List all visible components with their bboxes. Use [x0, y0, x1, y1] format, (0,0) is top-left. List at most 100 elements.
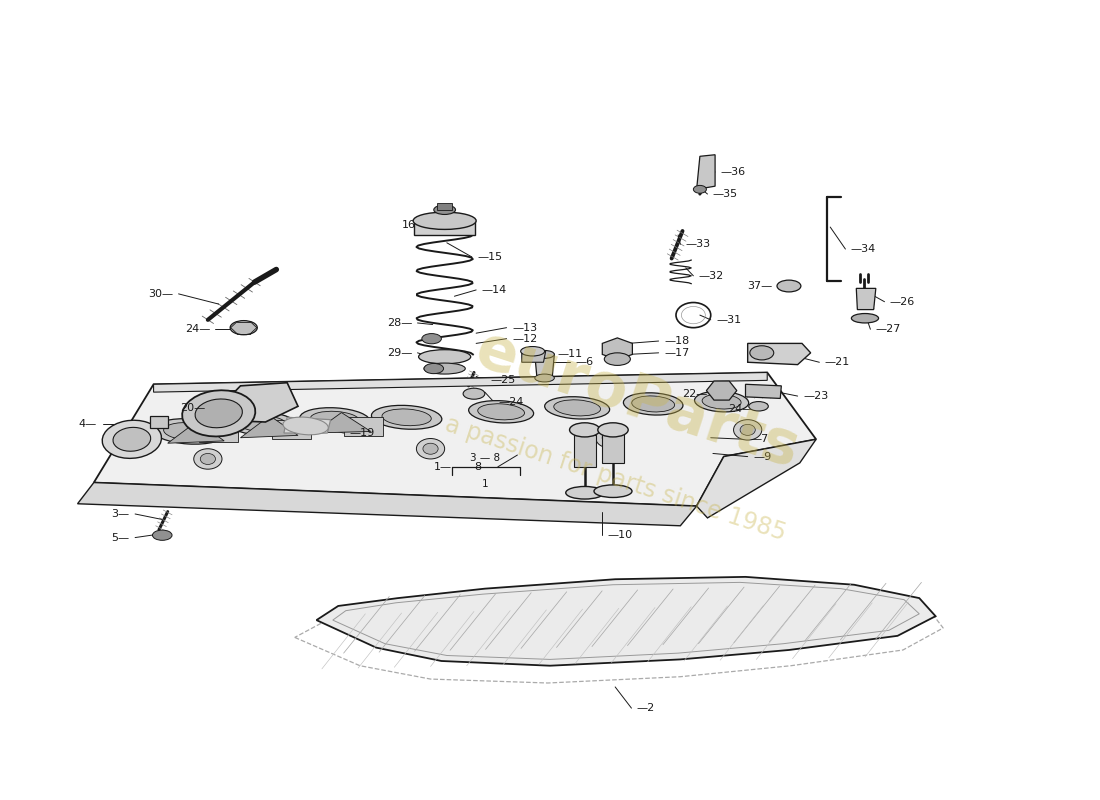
Circle shape	[417, 438, 444, 459]
Ellipse shape	[424, 363, 443, 374]
Polygon shape	[167, 422, 224, 443]
Text: 28—: 28—	[387, 318, 412, 328]
Text: —13: —13	[512, 322, 537, 333]
Text: —26: —26	[890, 297, 915, 306]
Ellipse shape	[702, 394, 741, 409]
Ellipse shape	[238, 415, 287, 432]
Circle shape	[602, 432, 617, 443]
Ellipse shape	[382, 409, 431, 426]
Ellipse shape	[195, 399, 242, 428]
Ellipse shape	[164, 422, 216, 440]
Ellipse shape	[419, 350, 471, 364]
Polygon shape	[154, 373, 767, 392]
Text: —27: —27	[876, 324, 901, 334]
Text: 1: 1	[482, 478, 488, 489]
Ellipse shape	[777, 280, 801, 292]
Ellipse shape	[469, 401, 534, 423]
Text: —36: —36	[720, 167, 746, 177]
Ellipse shape	[851, 314, 879, 323]
Text: 24—: 24—	[185, 324, 210, 334]
Circle shape	[422, 443, 438, 454]
Text: 37—: 37—	[747, 281, 772, 291]
Text: —18: —18	[664, 336, 690, 346]
Ellipse shape	[520, 346, 544, 356]
Ellipse shape	[477, 404, 525, 420]
Text: 8—: 8—	[474, 462, 493, 472]
Ellipse shape	[372, 406, 442, 430]
Polygon shape	[574, 435, 595, 467]
Text: —17: —17	[664, 348, 690, 358]
Ellipse shape	[153, 418, 227, 444]
Ellipse shape	[535, 350, 554, 358]
Polygon shape	[199, 423, 239, 442]
Polygon shape	[151, 416, 167, 427]
Ellipse shape	[153, 530, 172, 540]
Ellipse shape	[424, 363, 465, 374]
Circle shape	[734, 420, 762, 440]
Ellipse shape	[694, 391, 749, 412]
Text: —14: —14	[482, 285, 507, 295]
Ellipse shape	[310, 411, 360, 428]
Text: 4—: 4—	[79, 418, 97, 429]
Ellipse shape	[565, 486, 604, 499]
Polygon shape	[415, 221, 475, 235]
Ellipse shape	[624, 393, 683, 415]
Polygon shape	[706, 381, 737, 400]
Polygon shape	[317, 577, 936, 666]
Text: —12: —12	[512, 334, 537, 344]
Ellipse shape	[544, 397, 609, 419]
Circle shape	[740, 424, 756, 435]
Text: —25: —25	[491, 375, 516, 386]
Text: 3—: 3—	[111, 509, 130, 519]
Text: —2: —2	[637, 703, 656, 713]
Ellipse shape	[597, 422, 628, 437]
Text: —33: —33	[685, 239, 711, 250]
Text: 24—: 24—	[728, 405, 754, 414]
Text: 20—: 20—	[180, 403, 206, 413]
Text: —7: —7	[751, 434, 769, 444]
Text: 30—: 30—	[148, 289, 173, 299]
Text: —15: —15	[477, 252, 503, 262]
Ellipse shape	[421, 334, 441, 344]
Circle shape	[194, 449, 222, 469]
Text: —19: —19	[349, 428, 374, 438]
Polygon shape	[241, 416, 298, 438]
Ellipse shape	[750, 346, 773, 360]
Ellipse shape	[594, 485, 632, 498]
Circle shape	[595, 427, 624, 448]
Polygon shape	[696, 439, 816, 518]
Text: —32: —32	[698, 270, 724, 281]
Polygon shape	[535, 354, 554, 378]
Ellipse shape	[283, 417, 328, 435]
Ellipse shape	[414, 212, 476, 230]
Polygon shape	[77, 482, 696, 526]
Ellipse shape	[693, 186, 706, 194]
Text: —35: —35	[713, 189, 738, 199]
Polygon shape	[602, 431, 624, 463]
Ellipse shape	[570, 422, 600, 437]
Ellipse shape	[300, 408, 370, 432]
Text: —9: —9	[754, 451, 771, 462]
Text: 16—: 16—	[403, 221, 427, 230]
Text: 29—: 29—	[387, 348, 412, 358]
Text: —21: —21	[825, 358, 850, 367]
Ellipse shape	[631, 396, 674, 412]
Polygon shape	[521, 350, 546, 362]
Text: —24: —24	[499, 397, 525, 406]
Ellipse shape	[230, 321, 257, 334]
Text: 3 — 8: 3 — 8	[470, 453, 499, 463]
Text: 5—: 5—	[111, 533, 130, 542]
Text: —11: —11	[558, 350, 583, 359]
Ellipse shape	[102, 420, 162, 458]
Polygon shape	[284, 418, 331, 433]
Polygon shape	[856, 288, 876, 310]
Text: —31: —31	[716, 315, 741, 325]
Polygon shape	[94, 373, 816, 506]
Ellipse shape	[463, 388, 485, 399]
Text: —34: —34	[851, 244, 876, 254]
Ellipse shape	[433, 205, 455, 214]
Circle shape	[200, 454, 216, 465]
Polygon shape	[437, 203, 452, 210]
Text: euroParts: euroParts	[468, 320, 806, 480]
Text: a passion for parts since 1985: a passion for parts since 1985	[441, 412, 789, 546]
